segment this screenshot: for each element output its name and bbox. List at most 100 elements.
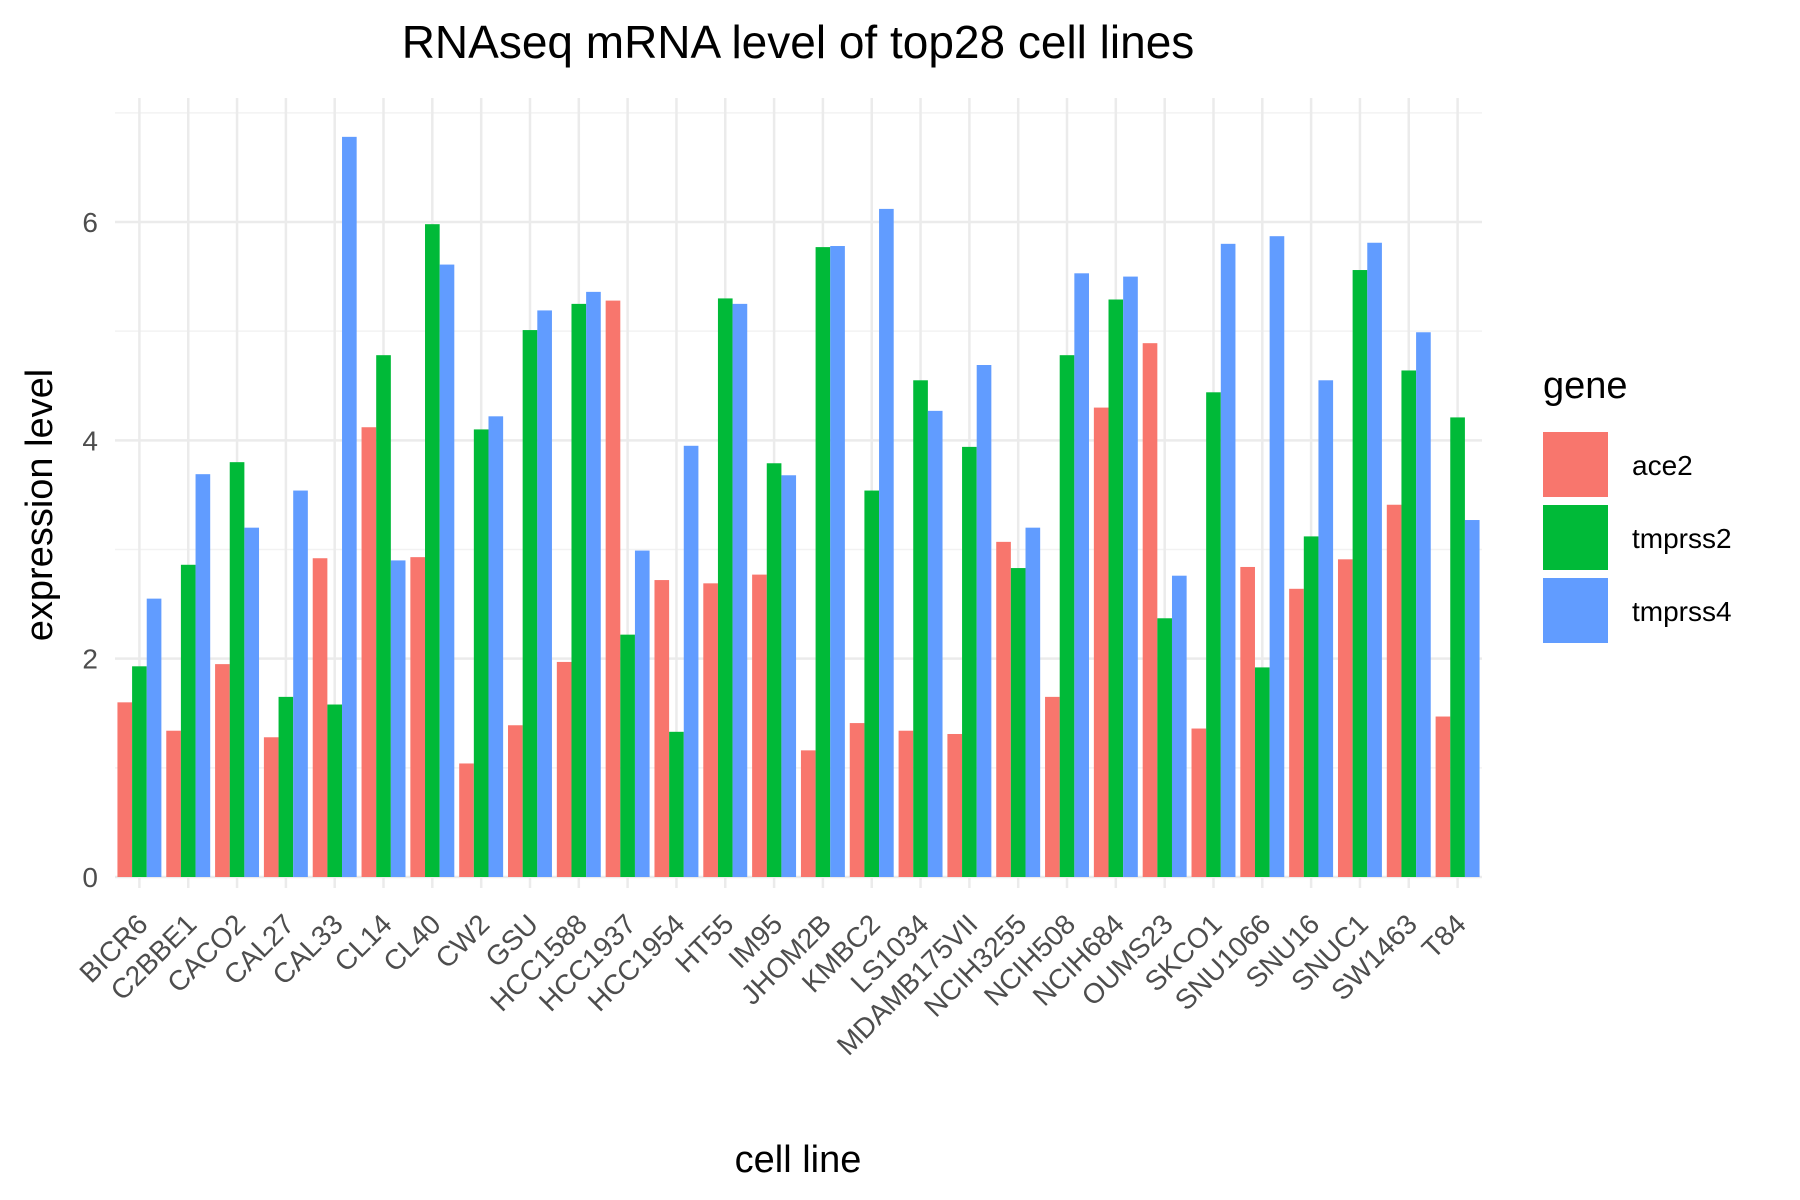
bar-tmprss4-CL40 bbox=[439, 264, 455, 877]
x-axis-tick-labels: BICR6C2BBE1CACO2CAL27CAL33CL14CL40CW2GSU… bbox=[73, 908, 1471, 1061]
bar-tmprss4-SNU1066 bbox=[1269, 236, 1285, 878]
legend: gene ace2 tmprss2 tmprss4 bbox=[1543, 365, 1732, 643]
bar-ace2-HCC1588 bbox=[556, 661, 572, 877]
bar-tmprss2-CW2 bbox=[473, 429, 489, 877]
bar-ace2-C2BBE1 bbox=[166, 730, 181, 877]
bar-tmprss4-HCC1937 bbox=[634, 550, 650, 877]
bar-tmprss4-CL14 bbox=[390, 560, 406, 877]
x-tick-label: HT55 bbox=[669, 908, 739, 978]
bar-tmprss4-KMBC2 bbox=[879, 208, 894, 877]
bar-tmprss4-CAL27 bbox=[293, 490, 308, 877]
bar-tmprss4-SKCO1 bbox=[1220, 243, 1236, 878]
x-axis-title: cell line bbox=[735, 1139, 862, 1181]
bar-ace2-HCC1954 bbox=[654, 580, 670, 877]
bar-tmprss2-SW1463 bbox=[1401, 370, 1417, 877]
bar-tmprss2-GSU bbox=[522, 330, 538, 877]
bar-tmprss4-C2BBE1 bbox=[195, 474, 211, 877]
bar-tmprss2-OUMS23 bbox=[1157, 618, 1172, 877]
bar-tmprss2-CACO2 bbox=[229, 462, 245, 877]
legend-label-tmprss4: tmprss4 bbox=[1632, 596, 1732, 627]
bar-tmprss4-JHOM2B bbox=[830, 246, 845, 877]
bar-tmprss4-SNUC1 bbox=[1367, 242, 1382, 877]
bar-ace2-LS1034 bbox=[898, 730, 914, 877]
bar-tmprss2-IM95 bbox=[766, 463, 782, 877]
x-tick-label: CL40 bbox=[377, 908, 446, 977]
bar-tmprss2-HCC1954 bbox=[669, 731, 684, 877]
bar-tmprss2-KMBC2 bbox=[864, 490, 880, 877]
bar-tmprss4-SNU16 bbox=[1318, 380, 1334, 877]
bar-tmprss2-NCIH684 bbox=[1108, 299, 1124, 878]
bar-ace2-NCIH684 bbox=[1093, 407, 1109, 877]
legend-label-ace2: ace2 bbox=[1632, 450, 1693, 481]
bar-tmprss2-NCIH508 bbox=[1059, 355, 1075, 877]
bar-ace2-NCIH3255 bbox=[996, 541, 1011, 877]
bar-tmprss2-SNU16 bbox=[1303, 536, 1319, 877]
y-axis-title: expression level bbox=[19, 369, 61, 641]
bar-tmprss4-T84 bbox=[1464, 520, 1480, 877]
x-tick-label: T84 bbox=[1416, 908, 1472, 964]
legend-title: gene bbox=[1543, 365, 1628, 407]
bar-tmprss4-SW1463 bbox=[1416, 332, 1431, 878]
legend-key-tmprss2 bbox=[1543, 505, 1608, 570]
bar-tmprss2-HCC1588 bbox=[571, 303, 587, 877]
bar-ace2-SNUC1 bbox=[1337, 559, 1353, 877]
bar-ace2-HCC1937 bbox=[605, 300, 621, 878]
legend-items: ace2 tmprss2 tmprss4 bbox=[1543, 432, 1732, 643]
bar-ace2-IM95 bbox=[752, 574, 767, 877]
bar-ace2-CACO2 bbox=[215, 664, 230, 877]
bar-tmprss2-HT55 bbox=[717, 298, 733, 878]
y-tick-label: 2 bbox=[82, 644, 98, 675]
bar-tmprss2-CL14 bbox=[376, 355, 391, 877]
bar-tmprss4-NCIH3255 bbox=[1025, 527, 1041, 877]
bar-tmprss2-SNUC1 bbox=[1352, 270, 1368, 877]
x-tick-label: CW2 bbox=[429, 908, 495, 974]
bar-tmprss4-IM95 bbox=[781, 475, 797, 877]
bars-group bbox=[117, 136, 1480, 878]
bar-ace2-BICR6 bbox=[117, 702, 133, 877]
bar-ace2-SNU16 bbox=[1289, 588, 1304, 877]
bar-tmprss2-SKCO1 bbox=[1206, 392, 1221, 877]
bar-tmprss2-CAL27 bbox=[278, 696, 294, 877]
x-tick-label: CL14 bbox=[329, 908, 398, 977]
bar-tmprss2-CAL33 bbox=[327, 704, 343, 877]
bar-ace2-HT55 bbox=[703, 583, 718, 877]
bar-tmprss2-HCC1937 bbox=[620, 634, 635, 877]
bar-ace2-SKCO1 bbox=[1191, 728, 1207, 877]
bar-ace2-GSU bbox=[508, 725, 523, 877]
bar-tmprss4-NCIH684 bbox=[1123, 276, 1138, 877]
legend-key-ace2 bbox=[1543, 432, 1608, 497]
bar-ace2-CAL27 bbox=[263, 737, 279, 877]
y-tick-label: 6 bbox=[82, 207, 98, 238]
bar-ace2-CL14 bbox=[361, 427, 377, 877]
bar-tmprss4-CAL33 bbox=[342, 136, 357, 878]
bar-tmprss2-BICR6 bbox=[132, 666, 147, 877]
bar-ace2-CAL33 bbox=[312, 558, 328, 877]
bar-tmprss2-LS1034 bbox=[913, 380, 928, 877]
bar-tmprss4-HT55 bbox=[732, 303, 748, 877]
bar-tmprss2-SNU1066 bbox=[1254, 667, 1270, 877]
bar-tmprss4-CW2 bbox=[488, 416, 504, 877]
bar-ace2-KMBC2 bbox=[849, 723, 865, 877]
bar-tmprss4-GSU bbox=[537, 310, 552, 877]
y-tick-label: 4 bbox=[82, 425, 98, 456]
bar-tmprss4-HCC1588 bbox=[586, 291, 601, 877]
bar-ace2-T84 bbox=[1435, 716, 1451, 877]
bar-ace2-CL40 bbox=[410, 557, 426, 877]
y-tick-label: 0 bbox=[82, 862, 98, 893]
bar-tmprss2-NCIH3255 bbox=[1010, 568, 1026, 877]
bar-tmprss2-MDAMB175VII bbox=[962, 446, 977, 877]
bar-tmprss4-CACO2 bbox=[244, 527, 260, 877]
bar-ace2-MDAMB175VII bbox=[947, 733, 963, 877]
bar-ace2-SNU1066 bbox=[1240, 566, 1255, 877]
bar-tmprss2-CL40 bbox=[425, 224, 440, 877]
bar-tmprss4-OUMS23 bbox=[1171, 575, 1187, 877]
bar-ace2-CW2 bbox=[459, 763, 474, 877]
bar-tmprss4-NCIH508 bbox=[1074, 273, 1089, 877]
bar-tmprss4-LS1034 bbox=[927, 410, 943, 877]
y-axis-tick-labels: 0 2 4 6 bbox=[82, 207, 98, 893]
bar-tmprss2-C2BBE1 bbox=[180, 564, 196, 877]
bar-tmprss2-T84 bbox=[1450, 417, 1465, 877]
bar-ace2-OUMS23 bbox=[1142, 343, 1158, 877]
